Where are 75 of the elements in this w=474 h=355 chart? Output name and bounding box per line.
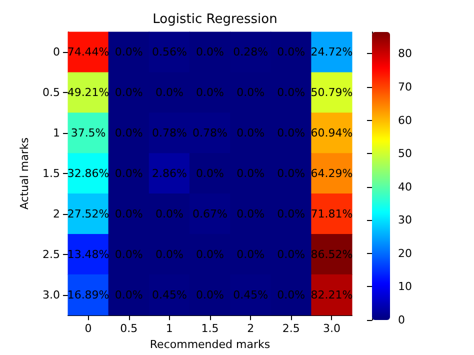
y-tick-label: 0.5 (42, 86, 60, 100)
data-label: 50.79% (310, 86, 353, 100)
data-label: 0.0% (196, 167, 224, 180)
data-label: 0.78% (152, 126, 187, 140)
data-label: 0.0% (277, 167, 306, 180)
data-label: 74.44% (67, 46, 110, 59)
chart-title: Logistic Regression (152, 12, 278, 27)
color-bar-label: 30 (398, 214, 412, 227)
data-label: 0.0% (277, 126, 306, 140)
data-label: 0.0% (236, 248, 265, 261)
data-label: 0.0% (236, 207, 265, 220)
x-tick-label: 1.5 (201, 322, 219, 336)
data-label: 0.0% (196, 86, 224, 100)
data-label: 0.56% (152, 46, 187, 59)
data-label: 64.29% (310, 167, 353, 180)
data-label: 0.28% (233, 46, 268, 59)
data-label: 60.94% (310, 126, 353, 140)
color-bar-label: 20 (398, 246, 412, 260)
data-label: 2.86% (152, 167, 187, 180)
y-tick-label: 3.0 (42, 288, 60, 302)
data-label: 49.21% (67, 86, 110, 100)
data-label: 0.0% (196, 46, 224, 59)
data-label: 24.72% (310, 46, 353, 59)
x-tick-label: 2 (247, 322, 254, 336)
color-bar-label: 70 (398, 80, 412, 94)
data-label: 0.0% (155, 207, 184, 220)
data-label: 0.0% (114, 126, 143, 140)
y-tick-label: 1.5 (42, 167, 60, 180)
data-label: 71.81% (310, 207, 353, 220)
color-bar-label: 40 (398, 180, 412, 194)
data-label: 27.52% (67, 207, 110, 220)
y-tick-label: 2 (53, 207, 60, 220)
data-label: 86.52% (310, 248, 353, 261)
data-label: 0.0% (277, 46, 306, 59)
data-label: 0.78% (192, 126, 228, 140)
x-tick-label: 0 (84, 322, 92, 336)
data-label: 0.45% (233, 288, 268, 302)
data-label: 32.86% (67, 167, 110, 180)
x-axis-title: Recommended marks (150, 338, 270, 351)
data-label: 0.0% (277, 86, 306, 100)
y-tick-label: 1 (53, 126, 60, 140)
x-tick-label: 1 (166, 322, 173, 336)
data-label: 82.21% (310, 288, 353, 302)
data-label: 0.0% (277, 207, 306, 220)
data-label: 0.0% (196, 248, 224, 261)
data-label: 0.0% (114, 46, 143, 59)
x-tick-label: 2.5 (282, 322, 300, 336)
color-bar-label: 0 (398, 314, 405, 326)
data-label: 0.0% (277, 248, 306, 261)
color-bar-label: 10 (398, 280, 412, 294)
y-tick-label: 0 (53, 46, 60, 59)
data-label: 0.0% (236, 167, 265, 180)
data-label: 0.0% (114, 248, 143, 261)
color-bar-label: 60 (398, 114, 412, 127)
data-label: 0.0% (114, 167, 143, 180)
data-label: 0.0% (277, 288, 306, 302)
data-label: 0.45% (152, 288, 187, 302)
y-axis-title: Actual marks (18, 137, 31, 210)
data-label: 13.48% (67, 248, 110, 261)
x-tick-label: 3.0 (322, 322, 340, 336)
data-label: 0.67% (192, 207, 228, 220)
color-bar-label: 80 (398, 47, 412, 60)
y-tick-label: 2.5 (42, 248, 60, 261)
data-label: 0.0% (196, 288, 224, 302)
x-tick-label: 0.5 (120, 322, 138, 336)
data-label: 0.0% (114, 86, 143, 100)
data-label: 37.5% (70, 126, 106, 140)
data-label: 0.0% (236, 126, 265, 140)
data-label: 0.0% (114, 288, 143, 302)
data-label: 0.0% (155, 86, 184, 100)
data-label: 0.0% (155, 248, 184, 261)
data-label: 0.0% (236, 86, 265, 100)
color-bar-label: 50 (398, 147, 412, 160)
data-label: 16.89% (67, 288, 110, 302)
data-label: 0.0% (114, 207, 143, 220)
